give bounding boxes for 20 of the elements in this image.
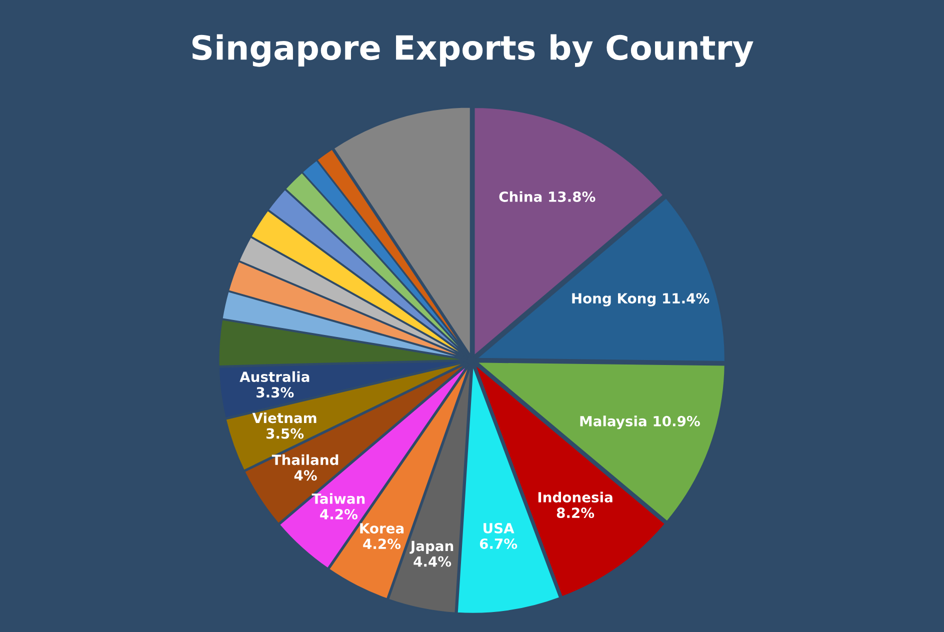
chart-title: Singapore Exports by Country [192,34,754,67]
slice-label: Thailand [272,454,338,466]
data-label: 3.3% [256,387,294,398]
data-label: 4.4% [414,556,452,567]
data-label: 3.5% [266,428,304,439]
slice-label: China 13.8% [499,191,596,202]
slice-label: Vietnam [252,412,316,424]
slice-label: Malaysia 10.9% [580,416,700,430]
slice-label: USA [484,522,514,534]
data-label: 8.2% [556,508,594,518]
slice-label: Taiwan [312,493,365,504]
slice-label: Hong Kong 11.4% [572,293,710,306]
slice-label: Japan [410,540,454,554]
slice-label: Australia [240,371,310,382]
data-label: 4% [294,470,317,481]
data-label: 6.7% [480,538,518,549]
slice-label: Indonesia [538,492,612,503]
data-label: 4.2% [363,538,401,550]
slice-label: Korea [360,523,404,534]
data-label: 4.2% [320,508,358,520]
